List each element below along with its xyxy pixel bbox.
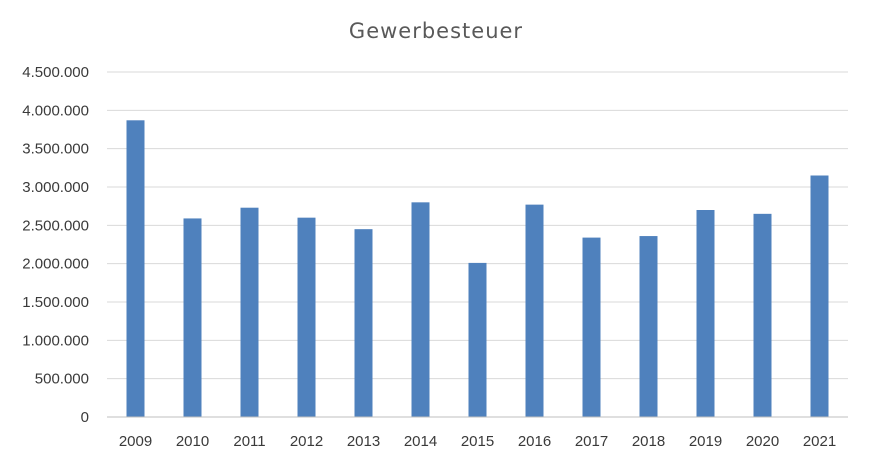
x-tick-label: 2021: [803, 433, 836, 450]
bar-2010: [183, 218, 202, 417]
bar-2009: [126, 120, 145, 418]
bars: [126, 120, 829, 418]
x-axis-tick-labels: 2009 2010 2011 2012 2013 2014 2015 2016 2017 2018…: [119, 433, 836, 450]
x-tick-label: 2010: [176, 433, 209, 450]
bar-2015: [468, 262, 487, 417]
bar-2019: [696, 210, 715, 417]
x-tick-label: 2013: [347, 433, 380, 450]
y-tick-label: 500.000: [35, 371, 89, 388]
x-tick-label: 2009: [119, 433, 152, 450]
bar-2017: [582, 237, 601, 417]
x-tick-label: 2017: [575, 433, 608, 450]
bar-2014: [411, 202, 430, 417]
gridlines: [107, 71, 848, 380]
y-tick-label: 3.000.000: [22, 179, 89, 196]
x-tick-label: 2011: [233, 433, 265, 450]
x-tick-label: 2014: [404, 433, 437, 450]
y-axis-tick-labels: 0 500.000 1.000.000 1.500.000 2.000.000 2.500…: [22, 64, 89, 426]
x-tick-label: 2016: [518, 433, 551, 450]
y-tick-label: 1.000.000: [22, 332, 89, 349]
bar-2020: [753, 213, 772, 417]
bar-2018: [639, 236, 658, 417]
x-tick-label: 2018: [632, 433, 665, 450]
y-tick-label: 1.500.000: [22, 294, 89, 311]
y-tick-label: 4.000.000: [22, 102, 89, 119]
x-tick-label: 2012: [290, 433, 323, 450]
y-tick-label: 3.500.000: [22, 141, 89, 158]
bar-2012: [297, 217, 316, 417]
chart-title: Gewerbesteuer: [349, 19, 523, 43]
bar-2016: [525, 204, 544, 417]
bar-2021: [810, 175, 829, 417]
bar-2013: [354, 229, 373, 417]
x-tick-label: 2020: [746, 433, 779, 450]
y-tick-label: 2.500.000: [22, 217, 89, 234]
y-tick-label: 2.000.000: [22, 256, 89, 273]
bar-2011: [240, 207, 259, 417]
x-tick-label: 2015: [461, 433, 494, 450]
y-tick-label: 0: [81, 409, 89, 426]
y-tick-label: 4.500.000: [22, 64, 89, 81]
x-tick-label: 2019: [689, 433, 722, 450]
